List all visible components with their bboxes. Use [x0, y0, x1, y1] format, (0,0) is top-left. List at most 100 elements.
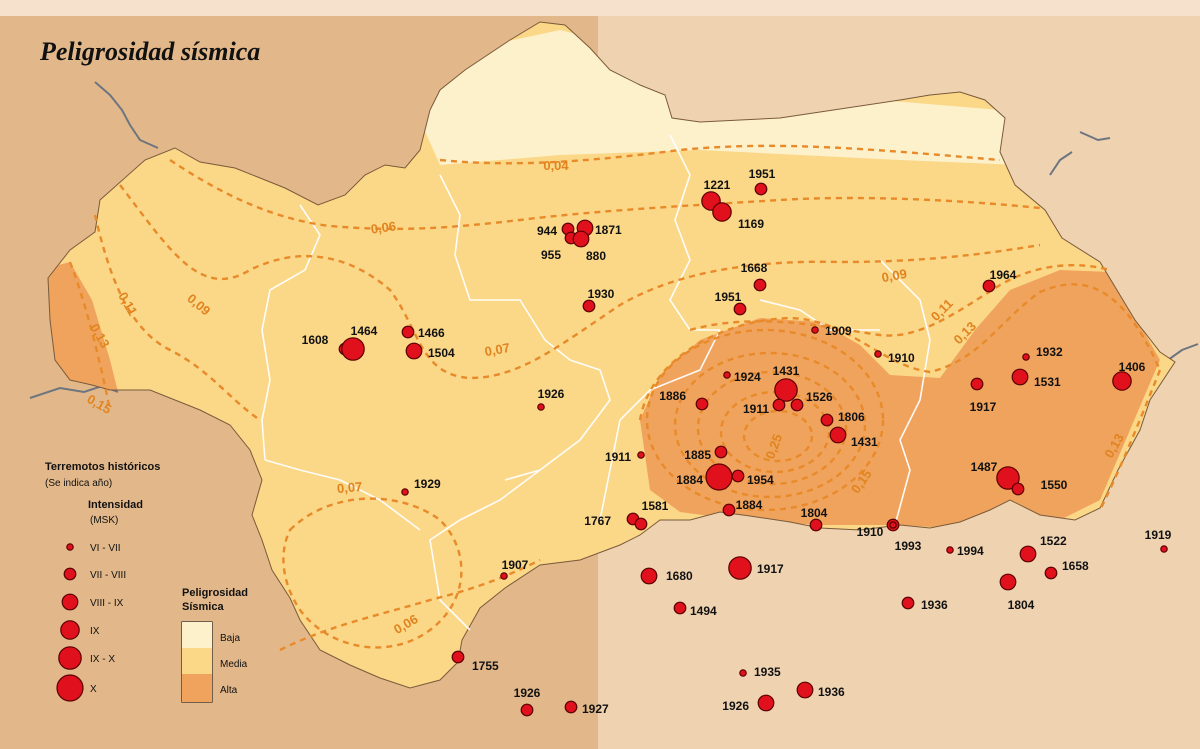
earthquake-year-label: 1871 — [595, 223, 622, 237]
legend-intensity-circle — [61, 593, 79, 611]
isoline-025-ring — [742, 409, 814, 463]
hazard-high-east — [640, 270, 1160, 530]
boundary-huelva-sevilla — [261, 204, 321, 461]
isoline-label: 0,07 — [483, 340, 511, 359]
earthquake-year-label: 1487 — [971, 460, 998, 474]
earthquake-marker — [451, 650, 465, 664]
river-southeast — [1167, 343, 1199, 361]
legend-hazard-heading-1: Peligrosidad — [182, 587, 248, 599]
earthquake-year-label: 1464 — [351, 324, 378, 338]
earthquake-year-label: 1910 — [888, 351, 915, 365]
earthquake-marker — [970, 377, 984, 391]
earthquake-year-label: 1926 — [538, 387, 565, 401]
legend-intensity-circle — [66, 543, 74, 551]
earthquake-year-label: 1406 — [1119, 360, 1146, 374]
earthquake-year-label: 880 — [586, 249, 606, 263]
earthquake-marker — [999, 573, 1017, 591]
earthquake-marker — [405, 342, 423, 360]
legend-hazard: Peligrosidad Sísmica Baja Media Alta — [181, 587, 248, 703]
earthquake-marker — [982, 279, 996, 293]
earthquake-marker — [753, 278, 767, 292]
earthquake-year-label: 1886 — [659, 389, 686, 403]
legend-intensity-label: IX — [90, 626, 100, 637]
earthquake-marker — [723, 371, 731, 379]
legend-hazard-swatch — [182, 648, 212, 676]
earthquake-marker — [401, 488, 409, 496]
legend-quakes-heading: Terremotos históricos — [45, 461, 160, 473]
earthquake-marker — [695, 397, 709, 411]
legend-earthquakes: Terremotos históricos (Se indica año) In… — [45, 461, 160, 702]
earthquake-marker — [901, 596, 915, 610]
earthquake-year-label: 1550 — [1041, 478, 1068, 492]
legend-hazard-label: Alta — [220, 685, 238, 696]
earthquake-marker — [996, 466, 1020, 490]
earthquake-marker — [582, 299, 596, 313]
legend-intensity-circle — [63, 567, 77, 581]
earthquake-year-label: 1885 — [684, 448, 711, 462]
legend-intensity-label: X — [90, 684, 97, 695]
legend-intensity-label: VII - VIII — [90, 570, 126, 581]
legend-intensity-unit: (MSK) — [90, 515, 118, 526]
earthquake-marker-inner-ring — [889, 521, 897, 529]
earthquake-year-label: 1927 — [582, 702, 609, 716]
earthquake-year-label: 1431 — [773, 364, 800, 378]
earthquake-year-label: 1806 — [838, 410, 865, 424]
isoline-017-ring — [673, 351, 867, 499]
earthquake-year-label: 1951 — [715, 290, 742, 304]
earthquake-marker — [811, 326, 819, 334]
earthquake-marker — [520, 703, 534, 717]
earthquake-marker — [341, 337, 365, 361]
river-northwest — [94, 81, 159, 149]
legend-hazard-label: Media — [220, 659, 248, 670]
earthquake-year-label: 1431 — [851, 435, 878, 449]
earthquake-marker — [790, 398, 804, 412]
legend-hazard-heading-2: Sísmica — [182, 601, 224, 613]
earthquake-year-label: 1668 — [741, 261, 768, 275]
legend-quakes-subheading: (Se indica año) — [45, 478, 112, 489]
earthquake-marker — [1011, 368, 1029, 386]
legend-intensity-circle — [60, 620, 80, 640]
earthquake-year-label: 1221 — [704, 178, 731, 192]
earthquake-year-label: 1954 — [747, 473, 774, 487]
earthquake-marker — [722, 503, 736, 517]
earthquake-marker — [829, 426, 847, 444]
earthquake-marker — [714, 445, 728, 459]
earthquake-marker — [401, 325, 415, 339]
earthquake-marker — [640, 567, 658, 585]
legend-intensity-circle — [56, 674, 84, 702]
earthquake-marker — [537, 403, 545, 411]
legend-hazard-swatch — [182, 674, 212, 702]
river-northeast — [1079, 131, 1111, 142]
earthquake-year-label: 1924 — [734, 370, 761, 384]
isoline-label: 0,06 — [370, 218, 397, 236]
legend-intensity-title: Intensidad — [88, 499, 143, 511]
earthquake-marker — [754, 182, 768, 196]
legend-intensity-classes: VI - VII VII - VIII VIII - IX IX IX - X X — [56, 543, 126, 702]
earthquake-year-label: 1526 — [806, 390, 833, 404]
earthquake-year-label: 1917 — [970, 400, 997, 414]
earthquake-marker — [637, 451, 645, 459]
isoline-007-cadiz — [282, 497, 463, 649]
earthquake-marker — [774, 378, 798, 402]
boundary-cadiz-malaga — [429, 469, 541, 631]
earthquake-marker — [796, 681, 814, 699]
earthquake-marker — [820, 413, 834, 427]
earthquake-year-label: 1522 — [1040, 534, 1067, 548]
earthquake-year-label: 1910 — [857, 525, 884, 539]
isoline-label: 0,09 — [880, 266, 908, 285]
earthquake-marker — [728, 556, 752, 580]
earthquake-year-label: 1919 — [1145, 528, 1172, 542]
earthquake-marker — [712, 202, 732, 222]
river-east — [1049, 151, 1073, 176]
earthquake-year-label: 1804 — [1008, 598, 1035, 612]
isoline-004 — [439, 144, 1001, 165]
earthquake-year-label: 1926 — [722, 699, 749, 713]
top-strip — [0, 0, 1200, 16]
earthquake-year-label: 1884 — [676, 473, 703, 487]
earthquake-year-label: 1466 — [418, 326, 445, 340]
earthquake-year-label: 1581 — [642, 499, 669, 513]
earthquake-year-label: 1504 — [428, 346, 455, 360]
legend-intensity-label: VI - VII — [90, 543, 121, 554]
earthquake-marker — [705, 463, 733, 491]
